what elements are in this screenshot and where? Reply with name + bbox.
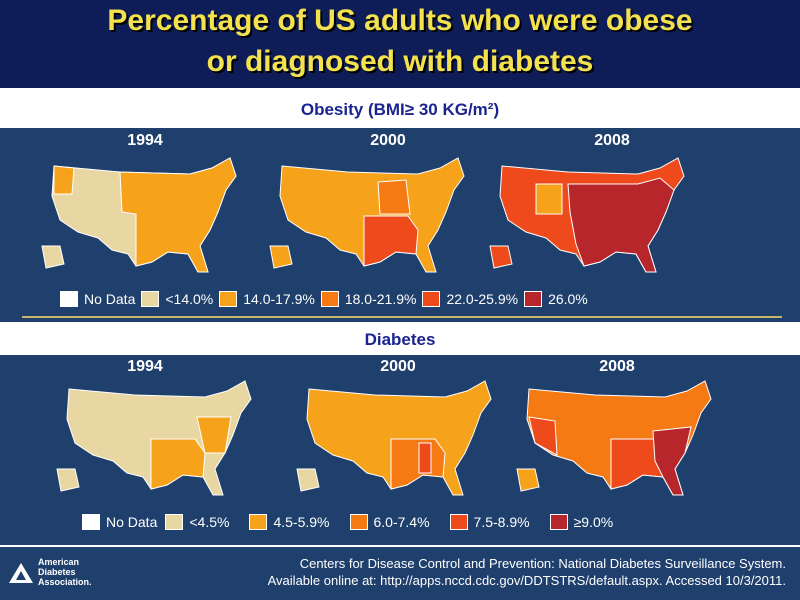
title-line-2: or diagnosed with diabetes — [206, 45, 594, 78]
legend-item: 14.0-17.9% — [219, 291, 315, 307]
diabetes-heading: Diabetes — [0, 322, 800, 358]
legend-swatch — [422, 291, 441, 307]
legend-label: 26.0% — [548, 291, 588, 307]
legend-swatch — [524, 291, 543, 307]
legend-label: 4.5-5.9% — [273, 514, 330, 530]
diabetes-legend: No Data <4.5% 4.5-5.9% 6.0-7.4% 7.5-8.9%… — [82, 512, 619, 532]
legend-label: No Data — [106, 514, 158, 530]
legend-swatch — [60, 291, 78, 307]
legend-swatch — [320, 291, 339, 307]
diabetes-panel: 1994 2000 2008 No Data <4.5% 4.5-5.9% 6.… — [0, 355, 800, 545]
obesity-year-2008: 2008 — [594, 132, 630, 149]
citation-line-2: Available online at: http://apps.nccd.cd… — [267, 573, 786, 588]
logo-line-2: Diabetes — [38, 567, 76, 577]
legend-item: No Data — [60, 291, 135, 307]
legend-swatch — [141, 291, 160, 307]
citation-line-1: Centers for Disease Control and Preventi… — [299, 556, 786, 571]
legend-swatch — [449, 514, 468, 530]
legend-swatch — [549, 514, 568, 530]
legend-label: 14.0-17.9% — [243, 291, 315, 307]
legend-swatch — [249, 514, 268, 530]
ada-logo: American Diabetes Association. — [8, 555, 108, 591]
legend-label: No Data — [84, 291, 136, 307]
obesity-map-1994 — [41, 157, 237, 273]
legend-label: <14.0% — [165, 291, 214, 307]
legend-item: 7.5-8.9% — [449, 514, 530, 530]
legend-item: 22.0-25.9% — [422, 291, 518, 307]
legend-swatch — [349, 514, 368, 530]
logo-line-3: Association. — [38, 577, 92, 587]
legend-label: 18.0-21.9% — [344, 291, 417, 307]
obesity-map-2000 — [269, 157, 465, 273]
diabetes-year-2008: 2008 — [599, 358, 635, 375]
legend-swatch — [219, 291, 238, 307]
obesity-year-1994: 1994 — [127, 132, 163, 149]
diabetes-year-2000: 2000 — [380, 358, 416, 375]
logo-line-1: American — [38, 557, 80, 567]
legend-label: ≥9.0% — [573, 514, 614, 530]
legend-item: ≥9.0% — [549, 514, 614, 530]
legend-item: 26.0% — [524, 291, 588, 307]
slide-title: Percentage of US adults who were obese o… — [0, 0, 800, 88]
legend-item: <14.0% — [141, 291, 213, 307]
obesity-heading: Obesity (BMI≥ 30 KG/m²) — [0, 92, 800, 128]
diabetes-map-1994 — [56, 380, 252, 496]
diabetes-map-2008 — [516, 380, 712, 496]
diabetes-year-1994: 1994 — [127, 358, 163, 375]
citation: Centers for Disease Control and Preventi… — [126, 555, 786, 589]
ada-triangle-icon — [9, 563, 33, 583]
legend-label: 6.0-7.4% — [373, 514, 430, 530]
legend-label: 22.0-25.9% — [446, 291, 519, 307]
legend-swatch — [165, 514, 184, 530]
legend-item: 18.0-21.9% — [320, 291, 417, 307]
obesity-legend: No Data <14.0% 14.0-17.9% 18.0-21.9% 22.… — [60, 289, 594, 309]
legend-label: 7.5-8.9% — [473, 514, 530, 530]
legend-swatch — [82, 514, 100, 530]
obesity-year-2000: 2000 — [370, 132, 406, 149]
legend-item: 4.5-5.9% — [249, 514, 330, 530]
diabetes-map-2000 — [296, 380, 492, 496]
legend-item: 6.0-7.4% — [349, 514, 430, 530]
obesity-map-2008 — [489, 157, 685, 273]
section-divider — [22, 316, 782, 318]
title-line-1: Percentage of US adults who were obese — [107, 4, 693, 37]
footer: American Diabetes Association. Centers f… — [0, 545, 800, 600]
legend-label: <4.5% — [189, 514, 230, 530]
obesity-panel: 1994 2000 2008 No Data <14.0% 14.0-17.9%… — [0, 128, 800, 322]
legend-item: <4.5% — [165, 514, 229, 530]
legend-item: No Data — [82, 514, 157, 530]
